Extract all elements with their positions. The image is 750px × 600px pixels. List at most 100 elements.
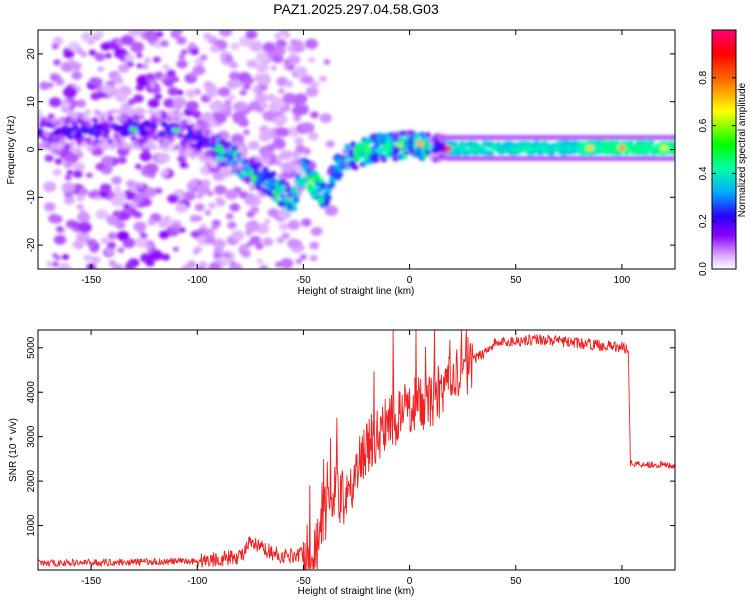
noise-cell: [133, 221, 147, 232]
noise-cell: [230, 230, 245, 241]
snr-y-tick-label: 4000: [26, 381, 37, 404]
noise-cell: [185, 100, 199, 112]
noise-cell: [152, 56, 161, 63]
ridge-cell: [178, 133, 185, 139]
noise-cell: [230, 42, 240, 50]
noise-cell: [190, 231, 199, 238]
noise-cell: [266, 93, 276, 102]
noise-cell: [245, 222, 258, 233]
noise-cell: [212, 172, 222, 180]
noise-cell: [139, 151, 152, 162]
noise-cell: [248, 185, 255, 191]
noise-cell: [301, 75, 314, 85]
snr-x-tick-label: 100: [614, 576, 631, 587]
ridge-cell: [434, 139, 441, 145]
noise-cell: [178, 54, 186, 60]
noise-cell: [192, 65, 206, 76]
noise-cell: [261, 103, 269, 109]
noise-cell: [162, 64, 171, 71]
noise-cell: [207, 202, 217, 209]
snr-panel: -150 -100 -50 0 50 100 1000 2000 3000 4000 5000 He…: [8, 329, 676, 597]
noise-cell: [269, 105, 277, 112]
noise-cell: [304, 38, 319, 50]
ridge-hotspot: [278, 185, 287, 191]
noise-cell: [63, 160, 73, 169]
noise-cell: [55, 78, 65, 86]
noise-cell: [216, 198, 226, 207]
ridge-cell: [53, 137, 61, 144]
ridge-cell: [357, 142, 365, 148]
noise-cell: [204, 236, 216, 245]
noise-cell: [89, 77, 101, 87]
noise-cell: [301, 218, 312, 227]
colorbar-tick-label: 0.2: [698, 214, 709, 228]
ridge-cell: [92, 123, 99, 129]
ridge-cell: [74, 146, 82, 152]
noise-cell: [205, 85, 217, 94]
noise-cell: [133, 94, 144, 103]
noise-cell: [144, 30, 157, 40]
spectrogram-x-tick-label: 0: [407, 275, 413, 286]
noise-cell: [143, 57, 152, 64]
ridge-hotspot: [416, 141, 425, 147]
noise-cell: [225, 213, 234, 220]
noise-cell: [115, 92, 128, 103]
noise-cell: [71, 71, 83, 80]
noise-cell: [53, 59, 61, 66]
noise-cell: [111, 176, 123, 185]
ridge-cell: [164, 129, 172, 135]
noise-cell: [308, 57, 316, 63]
noise-cell: [242, 83, 251, 90]
noise-cell: [185, 88, 197, 98]
noise-cell: [294, 93, 308, 104]
ridge-cell: [348, 148, 355, 155]
ridge-cell: [111, 122, 118, 129]
ridge-cell: [623, 149, 630, 155]
noise-cell: [236, 102, 248, 112]
ridge-cell: [99, 111, 107, 117]
ridge-cell: [176, 119, 183, 125]
noise-cell: [206, 34, 214, 40]
noise-cell: [256, 258, 264, 264]
noise-cell: [226, 79, 240, 90]
noise-cell: [176, 36, 187, 45]
ridge-cell: [84, 122, 91, 128]
snr-y-tick-label: 3000: [26, 425, 37, 448]
ridge-cell: [432, 148, 439, 154]
noise-cell: [196, 193, 203, 199]
noise-cell: [94, 52, 106, 62]
noise-cell: [245, 30, 258, 40]
noise-cell: [310, 80, 320, 89]
noise-cell: [238, 36, 253, 47]
noise-cell: [110, 73, 122, 83]
noise-cell: [179, 161, 188, 169]
snr-y-axis-label: SNR (10 * v/v): [8, 418, 19, 482]
ridge-cell: [325, 194, 332, 201]
noise-cell: [64, 174, 72, 181]
snr-x-tick-label: -50: [296, 576, 311, 587]
noise-cell: [76, 194, 85, 202]
noise-cell: [215, 260, 222, 266]
colorbar-gradient: [711, 29, 737, 270]
noise-cell: [109, 43, 117, 50]
ridge-cell: [262, 166, 269, 172]
ridge-cell: [424, 132, 432, 138]
ridge-cell: [292, 191, 300, 197]
noise-cell: [212, 238, 227, 250]
ridge-cell: [378, 147, 386, 153]
noise-cell: [141, 198, 152, 207]
ridge-cell: [384, 144, 391, 150]
noise-cell: [287, 219, 301, 231]
noise-cell: [157, 152, 171, 164]
noise-cell: [255, 223, 270, 235]
noise-cell: [197, 184, 211, 195]
noise-cell: [58, 262, 72, 269]
noise-cell: [225, 189, 239, 200]
noise-cell: [319, 113, 332, 124]
noise-cell: [281, 232, 290, 240]
noise-cell: [122, 237, 136, 249]
noise-cell: [68, 58, 75, 64]
ridge-cell: [38, 132, 46, 138]
noise-cell: [72, 162, 85, 172]
